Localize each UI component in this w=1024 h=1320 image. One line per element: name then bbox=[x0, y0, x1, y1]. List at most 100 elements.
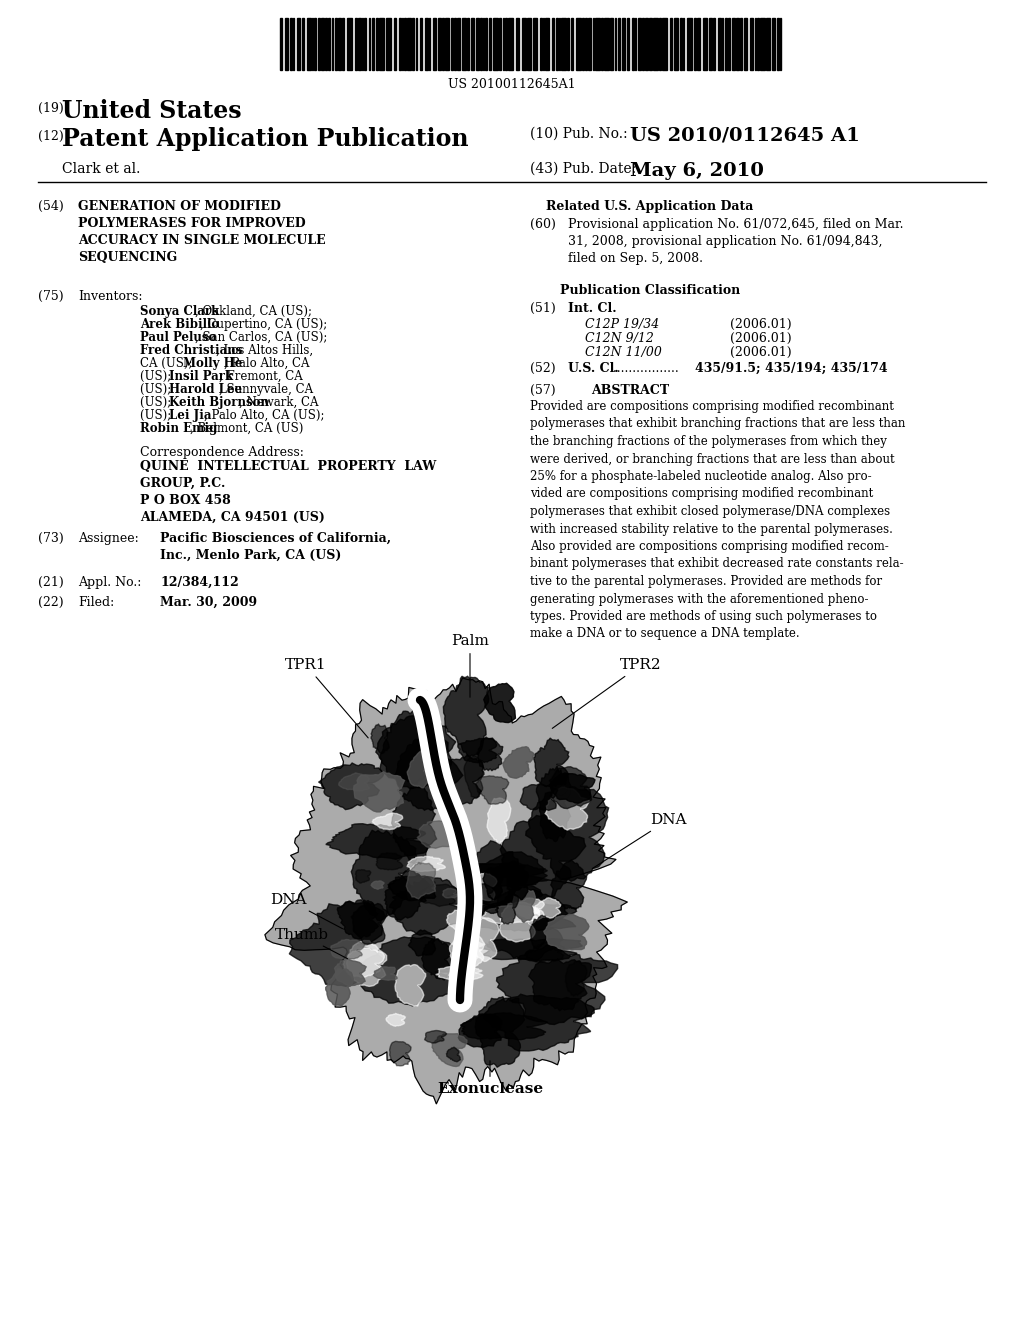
Text: C12N 9/12: C12N 9/12 bbox=[585, 333, 654, 345]
Bar bbox=[438, 18, 441, 70]
Bar bbox=[290, 18, 292, 70]
Bar bbox=[379, 18, 384, 70]
Bar bbox=[653, 18, 658, 70]
Polygon shape bbox=[509, 866, 528, 900]
Bar bbox=[571, 18, 573, 70]
Bar bbox=[428, 18, 430, 70]
Polygon shape bbox=[461, 1012, 548, 1040]
Bar bbox=[601, 18, 602, 70]
Polygon shape bbox=[468, 851, 548, 919]
Polygon shape bbox=[513, 888, 536, 923]
Bar bbox=[683, 18, 684, 70]
Polygon shape bbox=[355, 937, 472, 1006]
Polygon shape bbox=[384, 870, 430, 920]
Text: (2006.01): (2006.01) bbox=[730, 333, 792, 345]
Text: (10) Pub. No.:: (10) Pub. No.: bbox=[530, 127, 628, 141]
Polygon shape bbox=[418, 821, 458, 849]
Bar bbox=[709, 18, 712, 70]
Polygon shape bbox=[386, 1014, 406, 1026]
Polygon shape bbox=[500, 902, 540, 942]
Text: (US);: (US); bbox=[140, 409, 175, 422]
Polygon shape bbox=[534, 738, 569, 787]
Text: Thumb: Thumb bbox=[275, 928, 347, 958]
Polygon shape bbox=[497, 891, 518, 924]
Bar bbox=[532, 18, 537, 70]
Polygon shape bbox=[483, 684, 515, 722]
Text: , Oakland, CA (US);: , Oakland, CA (US); bbox=[196, 305, 312, 318]
Polygon shape bbox=[331, 940, 365, 960]
Bar bbox=[766, 18, 769, 70]
Polygon shape bbox=[290, 902, 385, 986]
Bar bbox=[293, 18, 294, 70]
Polygon shape bbox=[408, 751, 429, 788]
Text: US 2010/0112645 A1: US 2010/0112645 A1 bbox=[630, 127, 860, 145]
Polygon shape bbox=[391, 787, 436, 865]
Polygon shape bbox=[457, 935, 484, 968]
Bar bbox=[457, 18, 460, 70]
Bar bbox=[545, 18, 549, 70]
Text: Provided are compositions comprising modified recombinant
polymerases that exhib: Provided are compositions comprising mod… bbox=[530, 400, 905, 640]
Text: , Sunnyvale, CA: , Sunnyvale, CA bbox=[219, 383, 313, 396]
Text: (51): (51) bbox=[530, 302, 556, 315]
Bar bbox=[713, 18, 715, 70]
Text: (19): (19) bbox=[38, 102, 63, 115]
Text: Fred Christians: Fred Christians bbox=[140, 345, 243, 356]
Text: (12): (12) bbox=[38, 129, 63, 143]
Bar bbox=[280, 18, 282, 70]
Text: DNA: DNA bbox=[270, 894, 343, 929]
Polygon shape bbox=[339, 774, 370, 791]
Text: Publication Classification: Publication Classification bbox=[560, 284, 740, 297]
Text: Lei Jia: Lei Jia bbox=[169, 409, 211, 422]
Bar bbox=[627, 18, 629, 70]
Bar bbox=[622, 18, 625, 70]
Text: , Cupertino, CA (US);: , Cupertino, CA (US); bbox=[201, 318, 328, 331]
Bar bbox=[609, 18, 612, 70]
Text: 435/91.5; 435/194; 435/174: 435/91.5; 435/194; 435/174 bbox=[695, 362, 888, 375]
Text: , Los Altos Hills,: , Los Altos Hills, bbox=[216, 345, 312, 356]
Polygon shape bbox=[463, 902, 577, 931]
Polygon shape bbox=[456, 924, 470, 945]
Polygon shape bbox=[545, 787, 590, 830]
Polygon shape bbox=[376, 853, 402, 870]
Text: Filed:: Filed: bbox=[78, 597, 115, 609]
Bar bbox=[555, 18, 557, 70]
Text: Inventors:: Inventors: bbox=[78, 290, 142, 304]
Bar bbox=[718, 18, 721, 70]
Bar bbox=[364, 18, 366, 70]
Polygon shape bbox=[422, 939, 452, 979]
Bar bbox=[451, 18, 453, 70]
Bar bbox=[687, 18, 692, 70]
Text: Keith Bjornson: Keith Bjornson bbox=[169, 396, 268, 409]
Bar bbox=[739, 18, 741, 70]
Text: (US);: (US); bbox=[140, 370, 175, 383]
Bar bbox=[372, 18, 374, 70]
Bar bbox=[725, 18, 726, 70]
Bar bbox=[420, 18, 422, 70]
Polygon shape bbox=[389, 1041, 411, 1065]
Bar bbox=[342, 18, 343, 70]
Text: (2006.01): (2006.01) bbox=[730, 318, 792, 331]
Text: Molly He: Molly He bbox=[183, 356, 243, 370]
Bar bbox=[321, 18, 324, 70]
Text: C12N 11/00: C12N 11/00 bbox=[585, 346, 662, 359]
Text: , Fremont, CA: , Fremont, CA bbox=[219, 370, 303, 383]
Bar bbox=[493, 18, 498, 70]
Polygon shape bbox=[503, 747, 534, 779]
Bar bbox=[593, 18, 594, 70]
Bar bbox=[694, 18, 696, 70]
Bar bbox=[603, 18, 608, 70]
Bar bbox=[488, 18, 490, 70]
Bar bbox=[314, 18, 316, 70]
Polygon shape bbox=[373, 813, 402, 829]
Bar bbox=[588, 18, 591, 70]
Polygon shape bbox=[525, 942, 564, 962]
Bar bbox=[482, 18, 484, 70]
Bar bbox=[401, 18, 403, 70]
Polygon shape bbox=[477, 737, 503, 771]
Bar bbox=[561, 18, 566, 70]
Text: (22): (22) bbox=[38, 597, 63, 609]
Bar bbox=[454, 18, 456, 70]
Bar bbox=[552, 18, 554, 70]
Text: (54): (54) bbox=[38, 201, 63, 213]
Polygon shape bbox=[436, 966, 483, 981]
